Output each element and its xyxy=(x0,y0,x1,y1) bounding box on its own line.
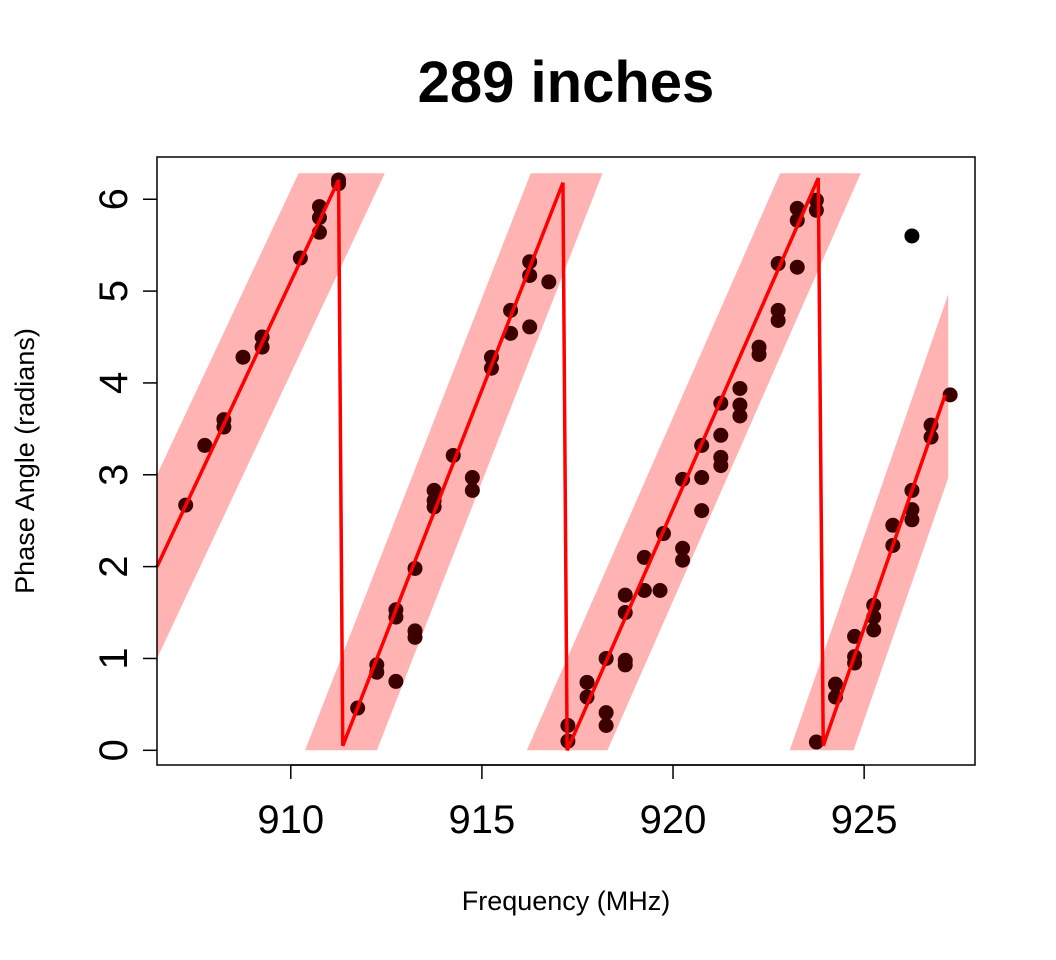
data-point xyxy=(713,427,729,443)
data-point xyxy=(675,552,691,568)
data-point xyxy=(617,587,633,603)
x-axis: 910 915 920 925 xyxy=(257,764,898,842)
data-point xyxy=(197,437,213,453)
data-point xyxy=(808,202,824,218)
fit-line xyxy=(155,177,947,752)
data-point xyxy=(770,312,786,328)
data-point xyxy=(732,397,748,413)
data-point xyxy=(732,408,748,424)
x-tick-label: 915 xyxy=(449,798,516,842)
confidence-band xyxy=(157,173,949,751)
data-point xyxy=(541,274,557,290)
data-point xyxy=(904,512,920,528)
data-point xyxy=(885,517,901,533)
x-tick-label: 925 xyxy=(831,798,898,842)
x-tick-label: 920 xyxy=(640,798,707,842)
data-point xyxy=(694,503,710,519)
data-point xyxy=(694,470,710,486)
data-point xyxy=(388,673,404,689)
data-point xyxy=(636,549,652,565)
data-point xyxy=(713,458,729,474)
data-point xyxy=(827,676,843,692)
band-segment-3 xyxy=(789,294,949,751)
data-point xyxy=(617,657,633,673)
data-point xyxy=(407,629,423,645)
x-tick-label: 910 xyxy=(257,798,324,842)
data-point xyxy=(652,582,668,598)
data-point xyxy=(866,622,882,638)
data-points xyxy=(178,172,958,750)
data-point xyxy=(235,349,251,365)
data-point xyxy=(598,705,614,721)
y-tick-label: 1 xyxy=(92,647,136,669)
data-point xyxy=(464,470,480,486)
data-point xyxy=(751,346,767,362)
data-point xyxy=(789,200,805,216)
data-point xyxy=(789,259,805,275)
y-axis-label: Phase Angle (radians) xyxy=(10,328,40,594)
data-point xyxy=(598,718,614,734)
band-segment-0 xyxy=(157,173,385,659)
outlier-point xyxy=(904,228,920,244)
y-tick-label: 2 xyxy=(92,555,136,577)
data-point xyxy=(942,387,958,403)
y-tick-label: 3 xyxy=(92,464,136,486)
x-axis-label: Frequency (MHz) xyxy=(462,886,671,916)
y-tick-label: 5 xyxy=(92,280,136,302)
data-point xyxy=(732,380,748,396)
data-point xyxy=(464,482,480,498)
data-point xyxy=(675,540,691,556)
chart-title: 289 inches xyxy=(418,50,715,115)
y-axis: 0 1 2 3 4 5 6 xyxy=(92,188,157,761)
y-tick-label: 6 xyxy=(92,188,136,210)
y-tick-label: 0 xyxy=(92,739,136,761)
data-point xyxy=(579,674,595,690)
data-point xyxy=(522,319,538,335)
data-point xyxy=(808,734,824,750)
y-tick-label: 4 xyxy=(92,372,136,394)
